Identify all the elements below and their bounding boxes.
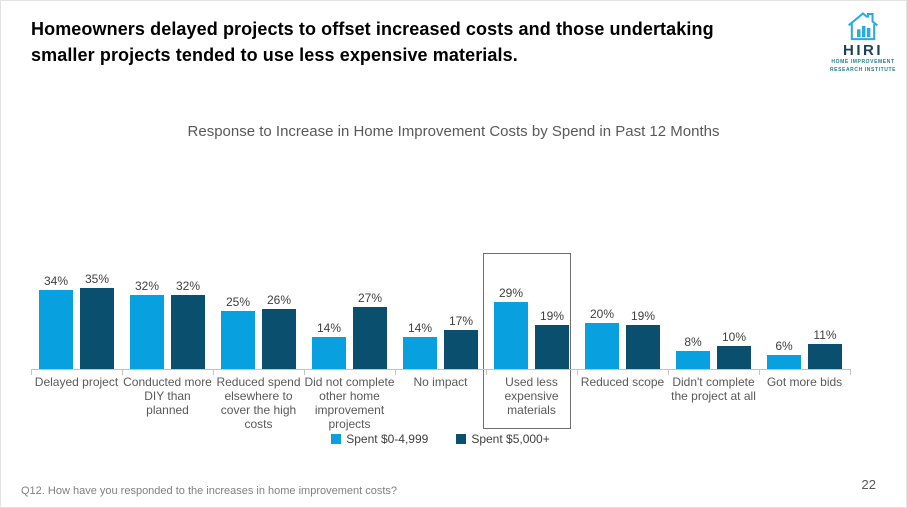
- bar-spent-0-4999: [494, 302, 528, 369]
- bar-value-label: 11%: [813, 328, 837, 342]
- page-number: 22: [861, 477, 876, 492]
- bar-value-label: 32%: [134, 279, 160, 293]
- bar-value-label: 10%: [721, 330, 747, 344]
- legend-label: Spent $0-4,999: [346, 432, 429, 446]
- logo-tagline-line2: RESEARCH INSTITUTE: [829, 66, 897, 73]
- chart-group: 34% 35% Delayed project: [31, 269, 122, 432]
- legend-label: Spent $5,000+: [471, 432, 550, 446]
- bar-spent-5000-plus: [353, 307, 387, 369]
- bar-spent-5000-plus: [444, 330, 478, 369]
- legend-item: Spent $5,000+: [456, 432, 550, 446]
- category-label: No impact: [413, 375, 468, 389]
- bar-value-label: 6%: [775, 339, 793, 353]
- bar-value-label: 26%: [266, 293, 292, 307]
- bar-value-label: 32%: [175, 279, 201, 293]
- bar-chart: 34% 35% Delayed project 32% 32% Conducted mor…: [31, 253, 851, 432]
- logo-tagline-line1: HOME IMPROVEMENT: [831, 59, 895, 65]
- chart-group: 8% 10% Didn't complete the project at all: [668, 269, 759, 432]
- bar-spent-0-4999: [39, 290, 73, 369]
- chart-group: 20% 19% Reduced scope: [577, 269, 668, 432]
- bar-spent-0-4999: [312, 337, 346, 369]
- bar-spent-5000-plus: [535, 325, 569, 369]
- bar-spent-5000-plus: [626, 325, 660, 369]
- bar-value-label: 14%: [407, 321, 433, 335]
- bar-value-label: 27%: [357, 291, 383, 305]
- bar-spent-5000-plus: [262, 309, 296, 369]
- bar-spent-5000-plus: [808, 344, 842, 369]
- chart-title: Response to Increase in Home Improvement…: [187, 123, 720, 140]
- footnote: Q12. How have you responded to the incre…: [21, 485, 398, 497]
- bar-value-label: 17%: [448, 314, 474, 328]
- category-label: Didn't complete the project at all: [671, 375, 756, 404]
- category-label: Did not complete other home improvement …: [304, 375, 395, 432]
- chart-group: 32% 32% Conducted more DIY than planned: [122, 269, 213, 432]
- hiri-logo: HIRI HOME IMPROVEMENT RESEARCH INSTITUTE: [827, 11, 899, 74]
- bar-spent-0-4999: [767, 355, 801, 369]
- bar-value-label: 34%: [43, 274, 69, 288]
- category-label: Reduced scope: [580, 375, 665, 389]
- category-label: Got more bids: [766, 375, 843, 389]
- bar-spent-0-4999: [676, 351, 710, 369]
- house-barchart-icon: [848, 12, 878, 41]
- bar-value-label: 19%: [539, 309, 565, 323]
- slide-title: Homeowners delayed projects to offset in…: [31, 19, 714, 65]
- bar-spent-0-4999: [130, 295, 164, 369]
- bar-value-label: 35%: [84, 272, 110, 286]
- chart-legend: Spent $0-4,999 Spent $5,000+: [31, 432, 850, 446]
- category-label: Used less expensive materials: [504, 375, 559, 418]
- bar-value-label: 8%: [684, 335, 702, 349]
- legend-swatch: [456, 434, 467, 444]
- bar-spent-5000-plus: [80, 288, 114, 369]
- bar-spent-5000-plus: [171, 295, 205, 369]
- category-label: Conducted more DIY than planned: [123, 375, 212, 418]
- bar-value-label: 25%: [225, 295, 251, 309]
- chart-group: 29% 19% Used less expensive materials: [486, 269, 577, 432]
- logo-tagline: HOME IMPROVEMENT RESEARCH INSTITUTE: [827, 59, 899, 74]
- legend-swatch: [331, 434, 342, 444]
- bar-spent-0-4999: [221, 311, 255, 369]
- bar-spent-5000-plus: [717, 346, 751, 369]
- chart-group: 25% 26% Reduced spend elsewhere to cover t…: [213, 269, 304, 432]
- chart-group: 14% 27% Did not complete other home improv…: [304, 269, 395, 432]
- bar-value-label: 19%: [630, 309, 656, 323]
- chart-group: 14% 17% No impact: [395, 269, 486, 432]
- bar-spent-0-4999: [403, 337, 437, 369]
- chart-groups: 34% 35% Delayed project 32% 32% Conducted mor…: [31, 269, 851, 432]
- bar-spent-0-4999: [585, 323, 619, 369]
- bar-value-label: 14%: [316, 321, 342, 335]
- category-label: Reduced spend elsewhere to cover the hig…: [216, 375, 301, 432]
- category-label: Delayed project: [34, 375, 119, 389]
- legend-item: Spent $0-4,999: [331, 432, 428, 446]
- bar-value-label: 20%: [589, 307, 615, 321]
- logo-wordmark: HIRI: [843, 42, 883, 59]
- bar-value-label: 29%: [498, 286, 524, 300]
- chart-group: 6% 11% Got more bids: [759, 269, 851, 432]
